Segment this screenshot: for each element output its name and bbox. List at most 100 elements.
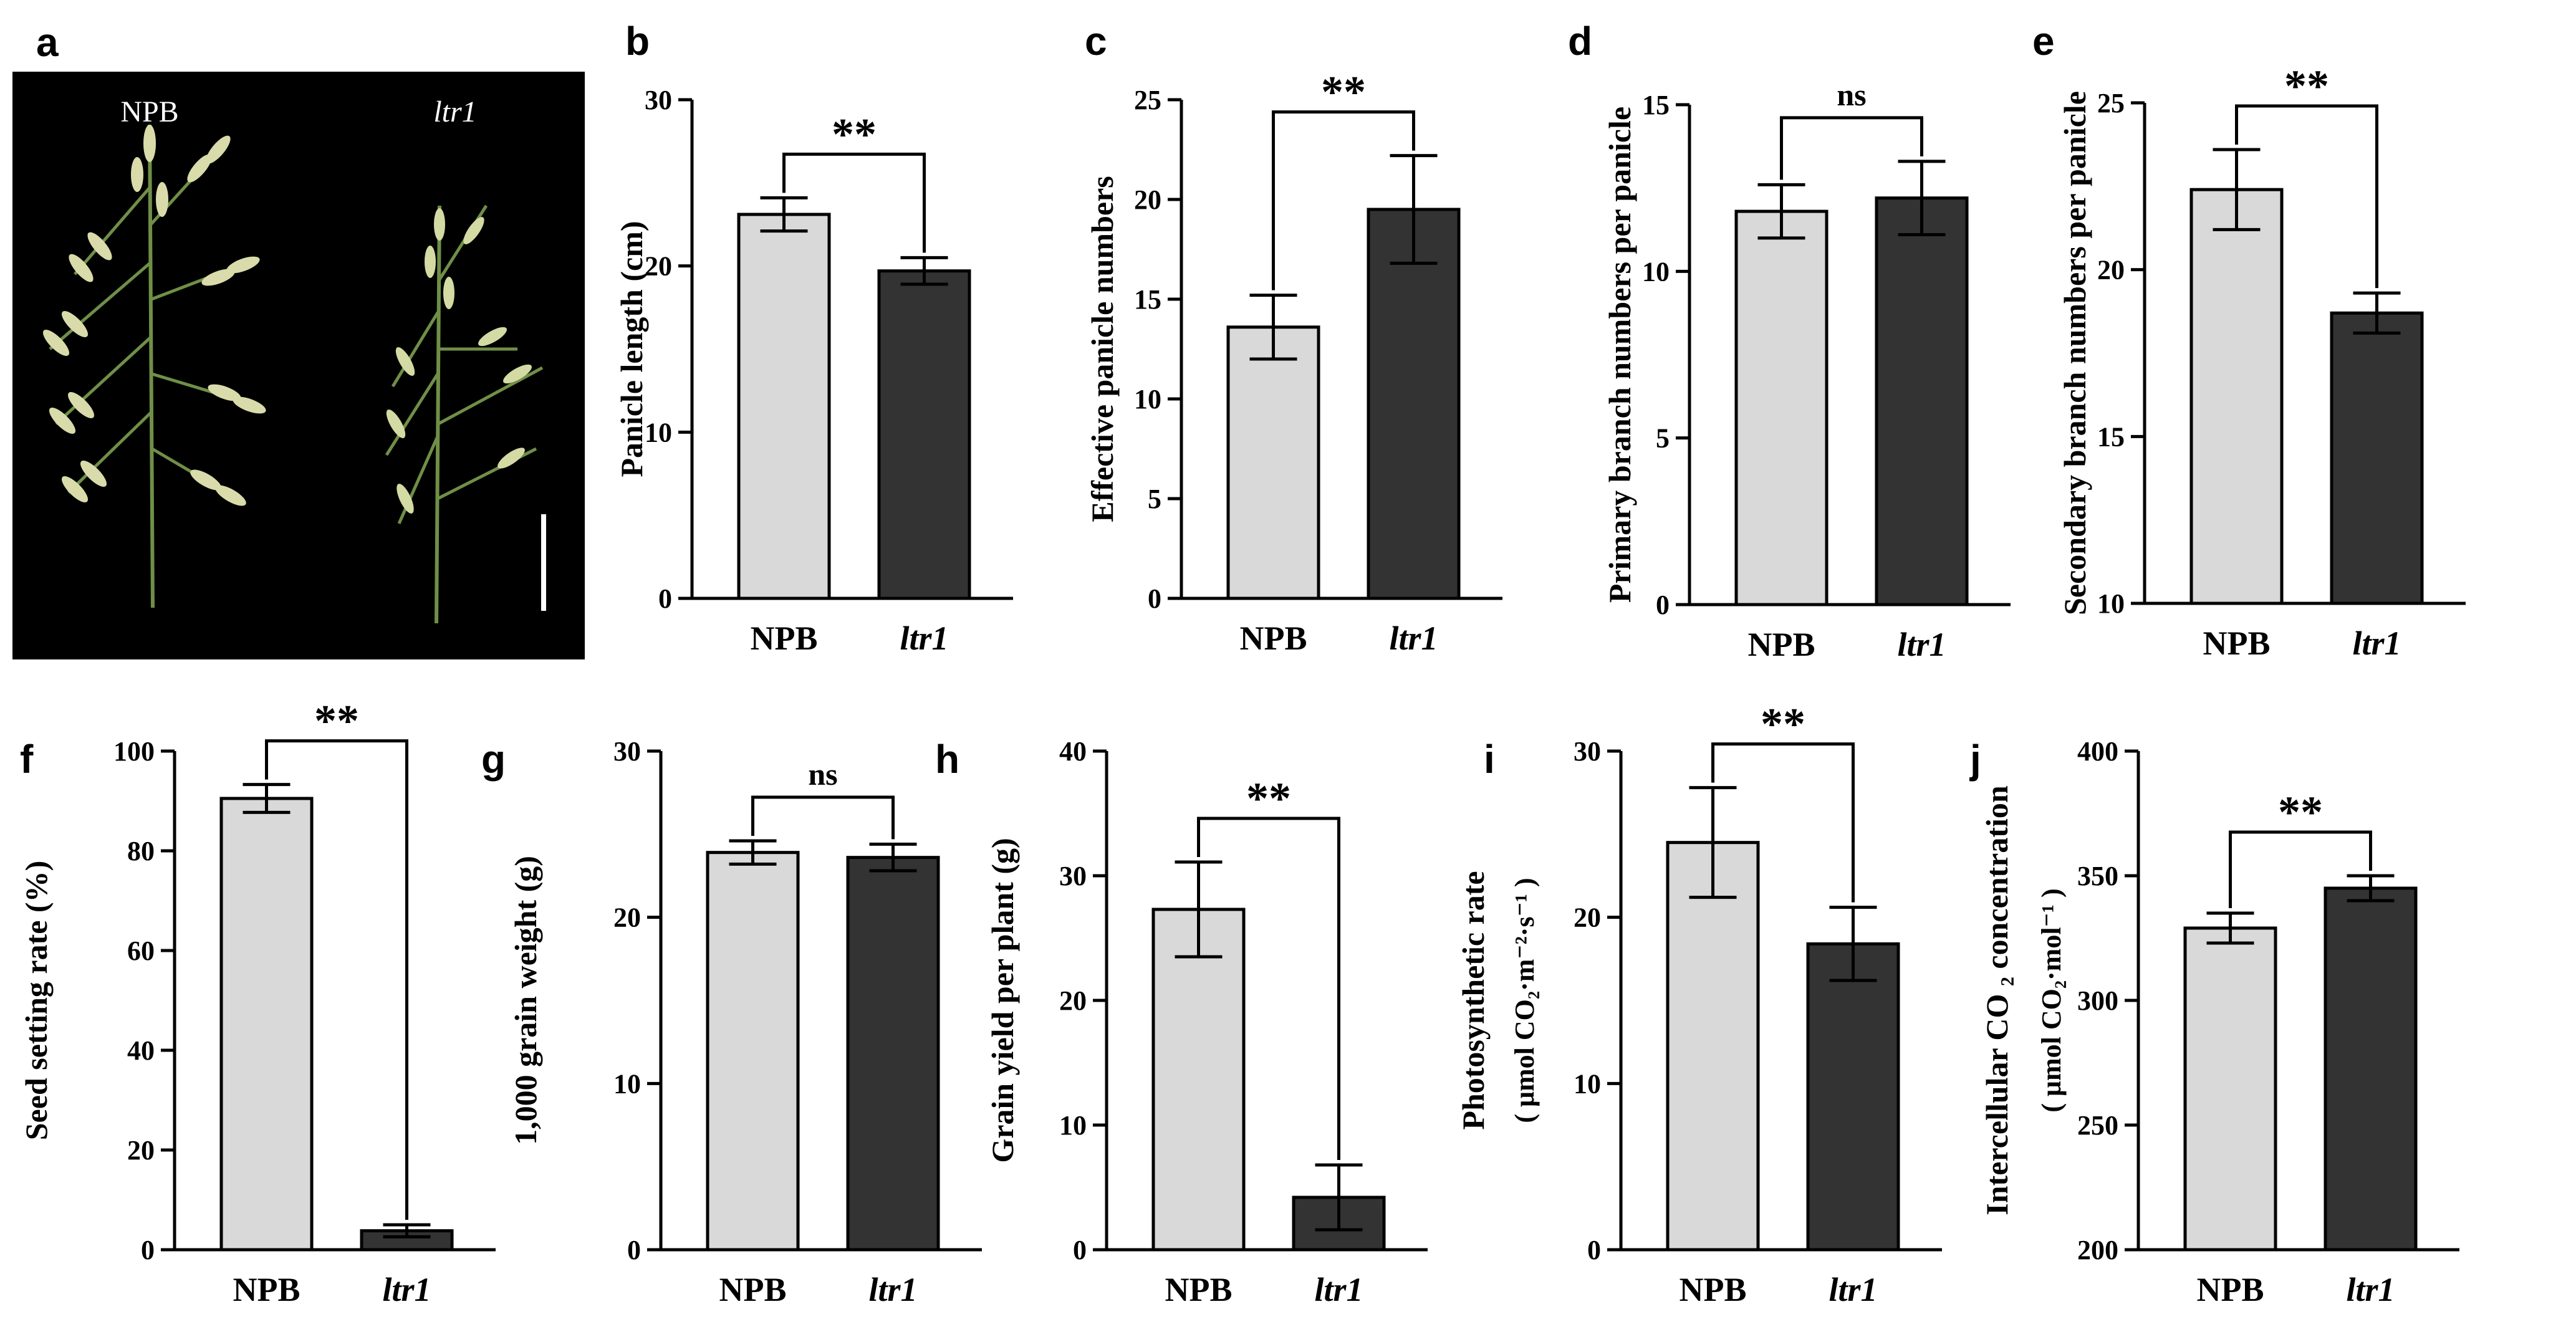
y-tick-label: 80 [127, 836, 155, 866]
panel-letter-b: b [625, 19, 650, 64]
panel-a: a [12, 20, 585, 659]
significance-bracket [1197, 817, 1340, 1160]
y-tick-label: 15 [2097, 421, 2125, 452]
x-tick-label: ltr1 [1314, 1271, 1363, 1308]
y-tick-label: 10 [2097, 588, 2125, 619]
bar-npb [706, 851, 800, 1252]
panel-letter-a: a [36, 20, 59, 65]
x-tick-label: ltr1 [2346, 1271, 2395, 1308]
y-tick-label: 350 [2077, 861, 2118, 891]
significance-label: ns [1837, 77, 1866, 112]
panel-g: g 0 10 20 30 1,000 grain weight (g) NPB ltr1 ns [481, 736, 982, 1308]
bar-npb [1151, 908, 1246, 1252]
y-tick-label: 0 [1656, 590, 1670, 620]
x-tick-label: ltr1 [900, 620, 948, 657]
y-axis-label: Photosynthetic rate [1456, 871, 1491, 1129]
y-axis-label: Panicle length (cm) [614, 221, 649, 477]
panel-letter-g: g [481, 737, 506, 782]
significance-bracket [782, 152, 926, 253]
y-axis-label: Seed setting rate (%) [19, 861, 54, 1141]
bar-ltr1 [2330, 311, 2424, 605]
significance-bracket [751, 795, 895, 840]
ltr1-panicle-illustration [385, 204, 544, 624]
x-tick-label: NPB [1748, 626, 1815, 663]
y-tick-label: 20 [613, 903, 641, 933]
y-axis-label-units: ( μmol CO₂·mol⁻¹ ) [2036, 888, 2067, 1112]
x-tick-label: NPB [719, 1271, 787, 1308]
bar-npb [219, 797, 314, 1252]
y-axis-label: 1,000 grain weight (g) [508, 856, 543, 1145]
bar-npb [1666, 841, 1760, 1252]
y-tick-label: 0 [658, 583, 672, 614]
y-tick-label: 25 [1134, 85, 1161, 115]
y-axis-label: Secondary branch numbers per panicle [2057, 91, 2092, 615]
panel-letter-i: i [1484, 737, 1495, 782]
significance-bracket [2235, 104, 2378, 289]
y-tick-label: 40 [127, 1035, 155, 1066]
bar-npb [1226, 325, 1320, 600]
photo-label-npb: NPB [120, 95, 178, 128]
y-tick-label: 30 [1574, 736, 1601, 767]
bar-ltr1 [1806, 942, 1900, 1252]
panel-letter-e: e [2032, 19, 2055, 64]
y-tick-label: 100 [113, 736, 155, 767]
y-tick-label: 0 [1587, 1235, 1601, 1265]
y-axis-label: Intercellular CO ₂ concentration [1979, 785, 2014, 1215]
panel-letter-c: c [1085, 19, 1107, 64]
bar-ltr1 [846, 856, 940, 1252]
bar-npb [2183, 926, 2277, 1252]
panel-i: i 0 10 20 30 Photosynthetic rate ( μmol CO₂·m⁻… [1456, 699, 1942, 1308]
significance-label: ** [2278, 787, 2323, 837]
y-tick-label: 400 [2077, 736, 2118, 767]
x-tick-label: NPB [233, 1271, 300, 1308]
y-tick-label: 5 [1656, 423, 1670, 454]
y-tick-label: 15 [1642, 90, 1670, 120]
significance-label: ** [1321, 67, 1366, 117]
significance-bracket [1711, 742, 1855, 903]
bar-ltr1 [877, 269, 971, 600]
x-tick-label: ltr1 [1897, 626, 1946, 663]
y-tick-label: 30 [645, 85, 672, 115]
bar-ltr1 [1367, 208, 1461, 600]
y-tick-label: 20 [1134, 184, 1161, 215]
panel-c: c 0 5 10 15 20 25 Effective panicle numbers NPB l… [1085, 19, 1502, 657]
y-axis-label: Primary branch numbers per panicle [1602, 107, 1637, 603]
panel-letter-h: h [935, 737, 959, 782]
y-tick-label: 10 [1642, 256, 1670, 287]
photo-label-ltr1: ltr1 [433, 95, 476, 128]
panel-f: f 0 20 40 60 80 100 Seed setting rate (%) NPB ltr… [19, 696, 496, 1308]
x-tick-label: ltr1 [2352, 625, 2401, 662]
y-tick-label: 20 [1059, 985, 1087, 1016]
y-tick-label: 10 [1574, 1068, 1601, 1099]
x-tick-label: ltr1 [868, 1271, 917, 1308]
significance-label: ** [832, 109, 877, 159]
y-tick-label: 300 [2077, 985, 2118, 1016]
y-tick-label: 15 [1134, 284, 1161, 315]
y-tick-label: 25 [2097, 88, 2125, 118]
y-tick-label: 20 [645, 251, 672, 282]
y-tick-label: 10 [1134, 384, 1161, 414]
y-tick-label: 30 [1059, 861, 1087, 891]
charts: b 0 10 20 30 Panicle length (cm) NPB ltr1 ** c 0 5 1… [19, 19, 2466, 1308]
x-tick-label: NPB [2203, 625, 2271, 662]
x-tick-label: ltr1 [1389, 620, 1438, 657]
significance-label: ** [314, 696, 359, 746]
y-tick-label: 200 [2077, 1235, 2118, 1265]
y-tick-label: 10 [645, 417, 672, 448]
y-tick-label: 0 [141, 1235, 155, 1265]
panicle-photo [12, 72, 585, 659]
x-tick-label: ltr1 [382, 1271, 431, 1308]
y-tick-label: 60 [127, 936, 155, 966]
significance-bracket [2229, 830, 2372, 908]
y-tick-label: 20 [127, 1135, 155, 1166]
y-tick-label: 40 [1059, 736, 1087, 767]
significance-label: ** [2284, 61, 2329, 111]
panel-h: h 0 10 20 30 40 Grain yield per plant (g) NPB lt… [935, 736, 1428, 1308]
y-tick-label: 250 [2077, 1110, 2118, 1141]
y-tick-label: 20 [1574, 903, 1601, 933]
y-tick-label: 0 [1073, 1235, 1087, 1265]
bar-npb [2189, 188, 2284, 605]
